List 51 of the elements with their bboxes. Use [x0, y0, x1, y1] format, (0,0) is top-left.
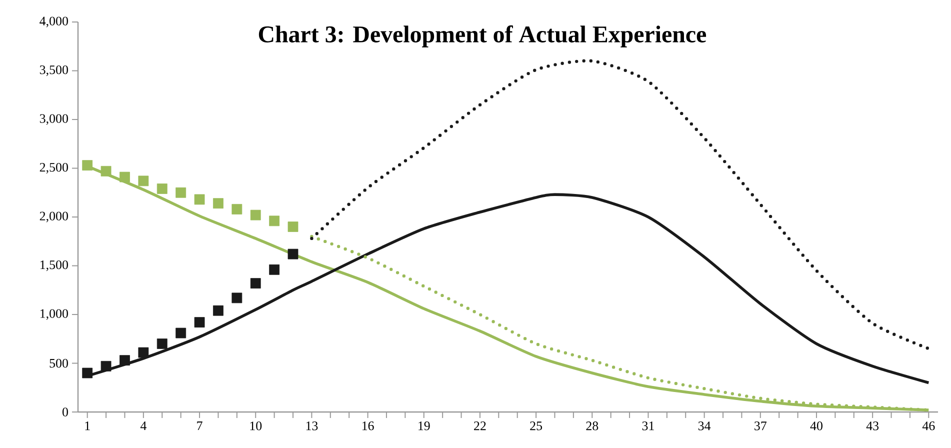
point: [288, 248, 298, 260]
point: [250, 210, 261, 220]
chart-title: Chart 3: Development of Actual Experience: [258, 25, 706, 48]
point: [269, 216, 280, 226]
x-tick-label: 31: [642, 422, 654, 430]
point: [194, 194, 205, 205]
y-tick-label: 500: [50, 358, 68, 368]
y-tick-label: 3,500: [40, 65, 68, 76]
y-tick-label: 1,000: [40, 309, 68, 320]
point: [100, 166, 112, 176]
point: [232, 292, 242, 304]
point: [82, 368, 93, 378]
point: [194, 317, 205, 328]
x-tick-label: 37: [754, 422, 767, 430]
point: [176, 328, 186, 338]
point: [138, 347, 149, 358]
y-tick-label: 1,500: [40, 260, 68, 272]
point: [213, 305, 224, 316]
x-tick-label: 4: [140, 422, 146, 430]
y-tick-label: 3,000: [40, 114, 68, 125]
point: [138, 176, 149, 186]
y-tick-label: 4,000: [40, 16, 68, 28]
point: [120, 355, 130, 366]
x-tick-label: 43: [866, 422, 879, 430]
x-tick-label: 22: [474, 422, 486, 430]
x-tick-label: 16: [362, 422, 374, 430]
x-tick-label: 13: [306, 422, 318, 430]
x-tick-label: 1: [85, 422, 90, 430]
y-tick-label: 2,500: [40, 162, 68, 174]
x-tick-label: 19: [418, 422, 430, 430]
x-tick-label: 40: [810, 422, 822, 430]
x-tick-label: 28: [586, 422, 598, 430]
point: [156, 184, 168, 194]
point: [269, 264, 280, 275]
point: [82, 160, 93, 171]
x-tick-label: 7: [197, 422, 202, 430]
point: [176, 187, 186, 198]
x-tick-label: 10: [250, 422, 262, 430]
x-tick-label: 46: [922, 422, 935, 430]
x-tick-label: 25: [530, 422, 542, 430]
point: [156, 338, 168, 349]
point: [288, 222, 298, 232]
point: [213, 198, 224, 209]
y-tick-label: 2,000: [40, 212, 68, 222]
y-tick-label: 0: [62, 408, 68, 416]
point: [232, 204, 242, 214]
line-series: [310, 59, 930, 350]
point: [250, 278, 261, 288]
x-tick-label: 34: [698, 422, 711, 430]
point: [100, 360, 112, 372]
point: [120, 172, 130, 182]
